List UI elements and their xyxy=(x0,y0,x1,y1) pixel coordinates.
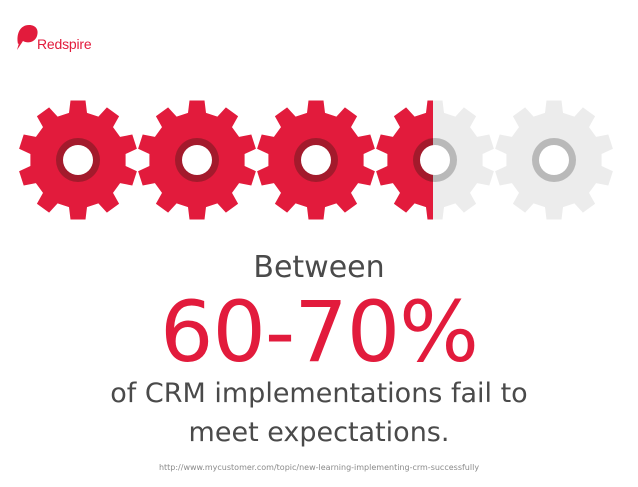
source-url: http://www.mycustomer.com/topic/new-lear… xyxy=(158,463,480,472)
gear-filled-3 xyxy=(257,100,375,220)
redspire-logo-mark-icon xyxy=(17,25,38,50)
intro-text: Between xyxy=(253,250,385,285)
description-line-2: meet expectations. xyxy=(188,417,450,448)
redspire-logo: Redspire xyxy=(14,22,124,62)
gear-filled-1 xyxy=(19,100,137,220)
description-line-1: of CRM implementations fail to xyxy=(110,378,528,409)
gear-filled-2 xyxy=(138,100,256,220)
brand-name: Redspire xyxy=(37,36,92,52)
gear-empty-5 xyxy=(495,100,613,220)
gears-graphic xyxy=(19,100,613,220)
gear-partial-filled-4 xyxy=(376,100,433,220)
statistic-value: 60-70% xyxy=(160,283,479,381)
